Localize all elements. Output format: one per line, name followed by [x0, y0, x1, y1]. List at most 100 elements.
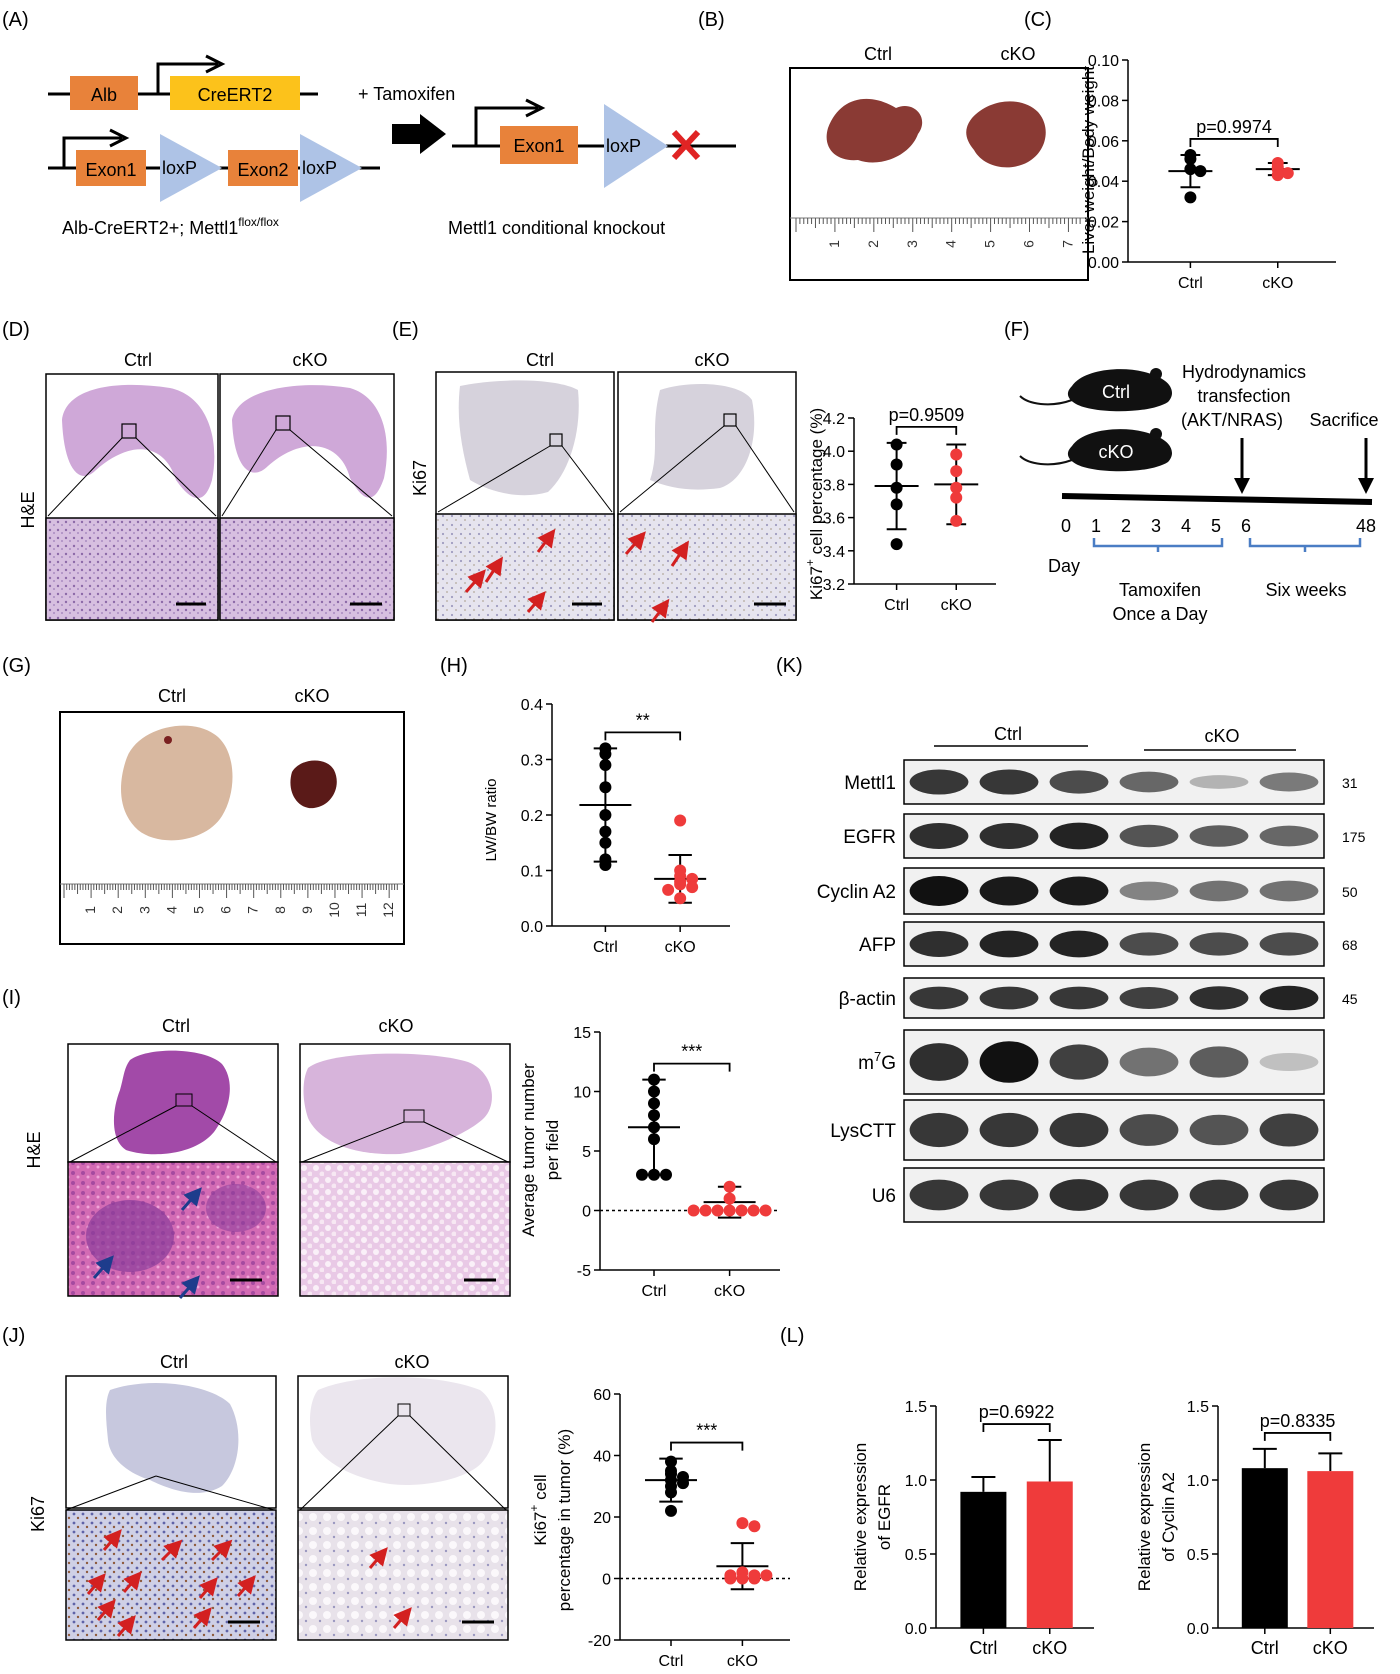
- y-tick-label: 4.2: [823, 411, 845, 428]
- blot-band: [979, 1112, 1039, 1148]
- e-cko: cKO: [694, 350, 729, 370]
- ruler-number: 1: [826, 240, 842, 248]
- ruler-number: 6: [218, 906, 234, 914]
- blot-row-label: β-actin: [839, 989, 896, 1010]
- exon1-ko-label: Exon1: [513, 136, 564, 156]
- data-point: [748, 1520, 761, 1533]
- blot-row-label: AFP: [859, 935, 896, 956]
- data-point: [890, 438, 903, 451]
- ki67-panel-e: Ctrl cKO Ki67: [410, 350, 797, 623]
- data-point: [1184, 152, 1197, 165]
- significance-bracket: [1189, 138, 1279, 147]
- y-tick-label: 0.5: [1187, 1547, 1209, 1564]
- ruler-number: 5: [190, 906, 206, 914]
- chart-j-ki67-tumor: -20 0 20 40 60 Ctrl cKO *** Ki67+ cell percentage…: [527, 1387, 790, 1670]
- y-axis-label: percentage in tumor (%): [555, 1429, 574, 1611]
- y-axis-label: of Cyclin A2: [1159, 1472, 1178, 1562]
- y-tick-label: 0.2: [521, 808, 543, 825]
- blot-band: [1259, 880, 1319, 902]
- tamoxifen-line-2: Once a Day: [1112, 604, 1207, 624]
- ruler-number: 6: [1021, 240, 1037, 248]
- j-stain: Ki67: [28, 1496, 48, 1532]
- data-point: [677, 1477, 689, 1490]
- y-axis-label: Ki67+ cell: [527, 1474, 550, 1545]
- group-label: Ctrl: [994, 724, 1022, 744]
- data-point: [599, 825, 612, 838]
- chart-c-liver-body-weight: 0.00 0.02 0.04 0.06 0.08 0.10 Ctrl cKO p=0.9974 L…: [1079, 53, 1336, 292]
- data-point: [890, 481, 903, 494]
- he-panel-i: Ctrl cKO H&E: [24, 1016, 511, 1299]
- timeline-day-label: 1: [1091, 516, 1101, 536]
- svg-text:Ctrl: Ctrl: [1102, 382, 1130, 402]
- liver-ctrl-b: [826, 98, 923, 163]
- y-tick-label: 0.0: [905, 1621, 927, 1638]
- blot-band: [1119, 881, 1179, 901]
- ruler-number: 11: [353, 903, 369, 918]
- transfection-line-1: Hydrodynamics: [1182, 362, 1306, 382]
- timeline-day-label: 48: [1356, 516, 1376, 536]
- x-tick-label: Ctrl: [1251, 1638, 1279, 1658]
- blot-band: [1119, 1047, 1179, 1077]
- data-point: [648, 1109, 660, 1122]
- blot-band: [979, 1041, 1039, 1083]
- ruler-number: 9: [299, 906, 315, 914]
- photo-b-cko: cKO: [1000, 44, 1035, 64]
- loxp-label-2: loxP: [302, 158, 337, 178]
- group-label: cKO: [1204, 726, 1239, 746]
- y-tick-label: 0.5: [905, 1547, 927, 1564]
- y-tick-label: 0.4: [521, 697, 543, 714]
- panel-label-h: (H): [440, 655, 468, 677]
- g-cko: cKO: [294, 686, 329, 706]
- molecular-weight: 68: [1342, 937, 1358, 953]
- ruler-number: 4: [163, 906, 179, 914]
- blot-band: [1259, 1052, 1319, 1072]
- y-tick-label: 1.5: [905, 1399, 927, 1416]
- blot-band: [1259, 985, 1319, 1011]
- timeline-day-label: 6: [1241, 516, 1251, 536]
- i-ctrl: Ctrl: [162, 1016, 190, 1036]
- y-axis-label: Relative expression: [1135, 1443, 1154, 1591]
- day-label: Day: [1048, 556, 1080, 576]
- liver-cko-b: [966, 101, 1046, 168]
- ruler-number: 12: [380, 902, 396, 918]
- x-tick-label: Ctrl: [969, 1638, 997, 1658]
- data-point: [724, 1572, 737, 1585]
- data-point: [599, 858, 612, 871]
- blot-band: [1189, 775, 1249, 789]
- y-tick-label: 0: [602, 1572, 611, 1589]
- y-tick-label: 0.1: [521, 864, 543, 881]
- data-point: [890, 538, 903, 551]
- timeline-panel-f: Ctrl cKO Hydrodynamics transfection (AKT…: [1019, 362, 1379, 624]
- data-point: [660, 1168, 672, 1181]
- y-tick-label: 0.00: [1088, 255, 1119, 272]
- blot-band: [909, 769, 969, 795]
- blot-frame: [903, 921, 1325, 967]
- mouse-ctrl-icon: Ctrl: [1019, 368, 1172, 412]
- blot-band: [1259, 772, 1319, 792]
- blot-band: [979, 769, 1039, 795]
- timeline-day-label: 0: [1061, 516, 1071, 536]
- blot-row-label: m7G: [858, 1049, 896, 1074]
- y-tick-label: 3.8: [823, 477, 845, 494]
- transfection-line-2: transfection: [1197, 386, 1290, 406]
- loxp-label-1: loxP: [162, 158, 197, 178]
- panel-label-g: (G): [2, 655, 31, 677]
- y-tick-label: 3.2: [823, 577, 845, 594]
- j-cko: cKO: [394, 1352, 429, 1372]
- panel-label-e: (E): [392, 319, 419, 341]
- blot-band: [1119, 1114, 1179, 1146]
- construct-diagram: Alb CreERT2 Exon1 loxP Exon2 loxP Alb-Cr…: [48, 54, 736, 238]
- blot-frame: [903, 759, 1325, 805]
- data-point: [748, 1572, 761, 1585]
- y-tick-label: 4.0: [823, 444, 845, 461]
- timeline-day-label: 3: [1151, 516, 1161, 536]
- y-tick-label: 0.0: [1187, 1621, 1209, 1638]
- he-panel-d: Ctrl cKO H&E: [18, 350, 395, 621]
- y-axis-label: Average tumor number: [519, 1063, 538, 1237]
- exon1-ko-box: [500, 126, 578, 164]
- d-cko: cKO: [292, 350, 327, 370]
- significance-label: p=0.6922: [979, 1402, 1055, 1422]
- blot-band: [979, 876, 1039, 906]
- significance-label: p=0.9509: [889, 405, 965, 425]
- bar: [1241, 1468, 1288, 1628]
